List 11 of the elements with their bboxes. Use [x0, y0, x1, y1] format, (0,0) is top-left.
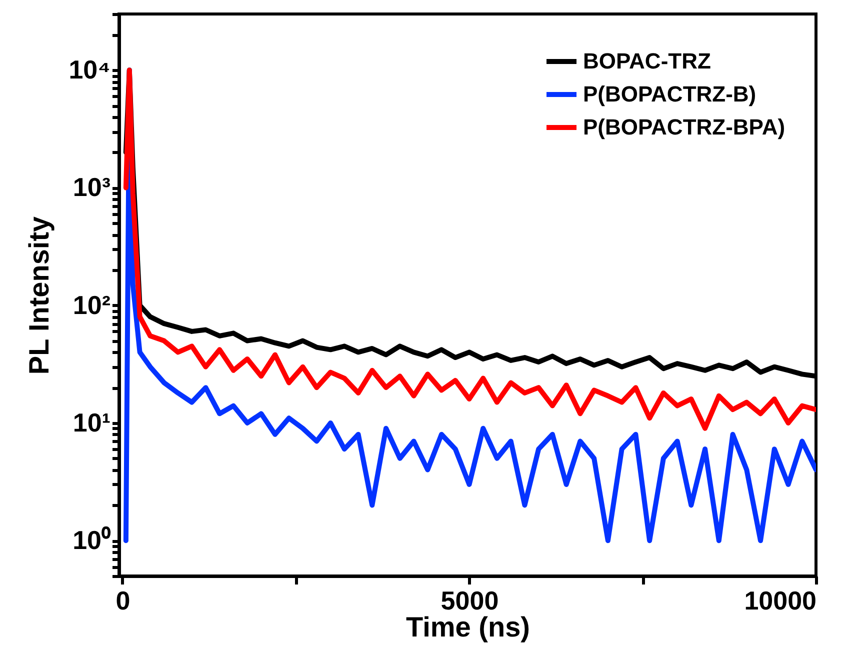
y-tick-label: 10⁰: [72, 525, 112, 556]
y-axis-title: PL Intensity: [24, 216, 55, 375]
x-tick-label: 10000: [744, 586, 816, 616]
y-tick-label: 10¹: [72, 407, 110, 438]
legend-label: P(BOPACTRZ-BPA): [583, 114, 786, 140]
x-tick-label: 0: [116, 586, 130, 616]
y-tick-label: 10³: [72, 172, 111, 202]
legend-label: BOPAC-TRZ: [583, 48, 711, 74]
legend-label: P(BOPACTRZ-B): [583, 82, 756, 106]
y-tick-label: 10⁴: [68, 54, 110, 85]
y-tick-label: 10²: [72, 290, 111, 320]
